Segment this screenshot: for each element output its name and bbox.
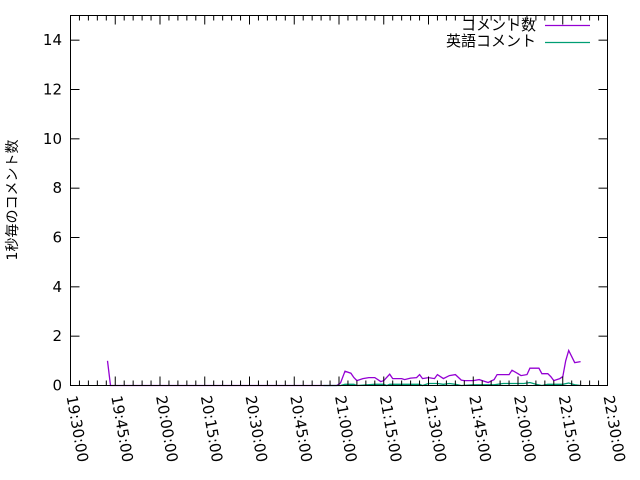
plot-lines [106, 348, 581, 387]
x-tick-label: 21:45:00 [465, 394, 494, 463]
x-tick-labels: 19:30:00 19:45:00 20:00:00 20:15:00 20:30:00… [63, 394, 629, 463]
x-tick-label: 22:15:00 [555, 394, 584, 463]
x-tick-label: 22:30:00 [600, 394, 629, 463]
y-tick-label: 6 [52, 229, 62, 247]
x-tick-label: 21:00:00 [331, 394, 360, 463]
x-tick-label: 21:30:00 [421, 394, 450, 463]
y-tick-label: 0 [52, 377, 62, 395]
legend-label-1: 英語コメント [446, 32, 536, 50]
y-tick-labels: 0 2 4 6 8 10 12 14 [43, 31, 62, 394]
series-line-0 [106, 348, 581, 387]
x-tick-label: 19:30:00 [63, 394, 92, 463]
plot-border [70, 15, 608, 386]
legend-label-0: コメント数 [461, 16, 536, 34]
axis-ticks [70, 15, 608, 386]
x-tick-label: 20:45:00 [286, 394, 315, 463]
y-tick-label: 2 [52, 327, 62, 345]
y-tick-label: 14 [43, 31, 62, 49]
x-tick-label: 20:00:00 [152, 394, 181, 463]
x-tick-label: 20:15:00 [197, 394, 226, 463]
x-tick-label: 21:15:00 [376, 394, 405, 463]
y-tick-label: 8 [52, 179, 62, 197]
y-tick-label: 12 [43, 81, 62, 99]
y-axis-label: 1秒毎のコメント数 [5, 140, 21, 261]
y-tick-label: 10 [43, 130, 62, 148]
y-tick-label: 4 [52, 278, 62, 296]
x-tick-label: 22:00:00 [510, 394, 539, 463]
x-tick-label: 19:45:00 [107, 394, 136, 463]
x-tick-label: 20:30:00 [242, 394, 271, 463]
legend: コメント数 英語コメント [446, 16, 590, 50]
